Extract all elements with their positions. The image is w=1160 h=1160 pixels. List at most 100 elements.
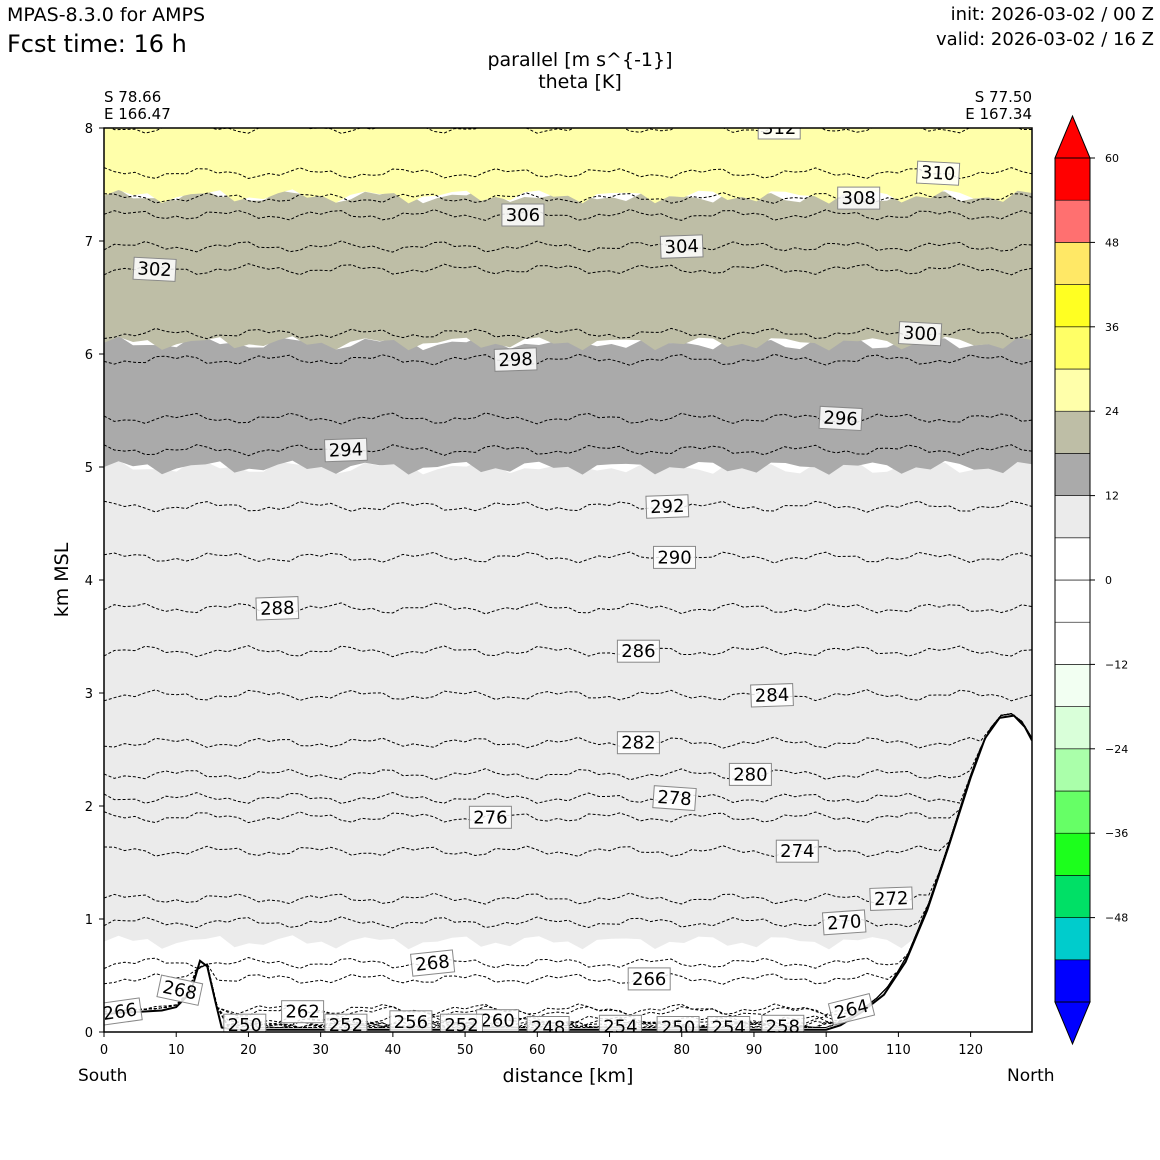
colorbar-extend-min xyxy=(1054,1001,1091,1046)
isentrope-label: 284 xyxy=(750,683,794,708)
isentrope-label-box xyxy=(916,160,961,186)
isentrope-label-box xyxy=(410,949,456,977)
x-tick-label: 20 xyxy=(240,1043,257,1058)
x-tick-label: 120 xyxy=(958,1043,983,1058)
isentrope-label-text: 252 xyxy=(329,1015,363,1036)
isentrope-label: 250 xyxy=(656,1016,700,1032)
isentrope-label: 292 xyxy=(645,494,690,519)
isentrope-label-box xyxy=(775,839,819,863)
isentrope-label-box xyxy=(728,762,772,786)
isentrope-label: 312 xyxy=(757,118,801,140)
isentrope-label: 300 xyxy=(898,321,943,347)
isentrope-label-box xyxy=(389,1010,433,1032)
isentrope-label: 252 xyxy=(324,1013,368,1036)
isentrope-label: 280 xyxy=(728,762,772,786)
x-tick-label: 0 xyxy=(100,1043,108,1058)
isentrope-label: 250 xyxy=(223,1013,267,1032)
isentrope-label: 268 xyxy=(410,949,456,977)
y-tick-label: 6 xyxy=(85,348,93,363)
init-time: init: 2026-03-02 / 00 Z xyxy=(950,4,1154,25)
isentrope-line xyxy=(104,713,1032,1018)
isentrope-label-box xyxy=(827,993,876,1026)
isentrope-label: 308 xyxy=(837,186,881,210)
x-tick-label: 50 xyxy=(457,1043,474,1058)
isentrope-label-box xyxy=(869,886,914,911)
isentrope-label: 266 xyxy=(104,997,143,1027)
start-lon: E 166.47 xyxy=(104,105,171,123)
isentrope-label-text: 300 xyxy=(902,323,937,346)
isentrope-label-text: 280 xyxy=(733,764,767,785)
end-lon: E 167.34 xyxy=(965,105,1032,123)
isentrope-label-box xyxy=(324,1013,368,1032)
isentrope-label-text: 306 xyxy=(506,205,540,226)
y-tick-label: 2 xyxy=(85,800,93,815)
isentrope-label-text: 256 xyxy=(394,1012,428,1033)
isentrope-label-box xyxy=(818,405,863,432)
isentrope-line xyxy=(104,645,1032,658)
colorbar-segment xyxy=(1054,199,1091,243)
isentrope-label-box xyxy=(616,639,660,663)
isentrope-line xyxy=(104,689,1032,702)
colorbar-segment xyxy=(1054,706,1091,750)
isentrope-label-text: 296 xyxy=(823,408,858,431)
isentrope-label-text: 260 xyxy=(480,1011,514,1032)
colorbar-segment xyxy=(1054,579,1091,623)
plot-area: 312 310 308 306 304 302 300 298 296 294 292 290 288 2… xyxy=(104,118,1032,1037)
isentrope-line xyxy=(104,713,1032,824)
isentrope-line xyxy=(104,500,1032,513)
isentrope-label: 262 xyxy=(281,1000,325,1024)
colorbar-segment xyxy=(1054,495,1091,539)
x-tick-label: 10 xyxy=(168,1043,185,1058)
isentrope-label-box xyxy=(821,909,867,936)
isentrope-label: 258 xyxy=(761,1014,805,1032)
isentrope-line xyxy=(104,327,1032,340)
isentrope-label-text: 312 xyxy=(762,118,796,139)
isentrope-label: 296 xyxy=(818,405,863,432)
isentrope-label-box xyxy=(598,1014,642,1032)
isentrope-label-text: 254 xyxy=(603,1016,637,1037)
isentrope-label-text: 268 xyxy=(414,951,450,975)
colorbar-segment xyxy=(1054,242,1091,285)
x-axis-label: distance [km] xyxy=(502,1065,634,1087)
isentrope-label-text: 262 xyxy=(285,1002,319,1023)
colorbar-tick-label: 60 xyxy=(1105,152,1119,165)
y-tick-label: 7 xyxy=(85,235,93,250)
isentrope-label-text: 276 xyxy=(473,807,507,828)
isentrope-label: 286 xyxy=(616,639,660,663)
isentrope-label-text: 284 xyxy=(754,685,789,707)
x-tick-label: 80 xyxy=(673,1043,690,1058)
isentrope-label: 252 xyxy=(440,1013,483,1032)
isentrope-label-box xyxy=(837,186,881,210)
isentrope-line xyxy=(104,444,1032,457)
y-tick-label: 4 xyxy=(85,574,93,589)
isentrope-label: 254 xyxy=(707,1016,751,1032)
isentrope-label-text: 278 xyxy=(657,787,693,810)
y-tick-label: 8 xyxy=(85,122,93,137)
isentrope-label-text: 292 xyxy=(650,496,685,518)
isentrope-label: 290 xyxy=(653,545,696,569)
forecast-time: Fcst time: 16 h xyxy=(7,30,187,58)
isentrope-label-text: 298 xyxy=(498,349,533,371)
colorbar-segment xyxy=(1054,410,1091,454)
isentrope-label-text: 290 xyxy=(657,547,691,568)
isentrope-label: 256 xyxy=(389,1010,433,1033)
isentrope-label-box xyxy=(659,234,704,259)
isentrope-line xyxy=(104,353,1032,366)
shaded-region xyxy=(104,187,1032,351)
isentrope-label: 248 xyxy=(526,1016,570,1032)
isentrope-label-text: 294 xyxy=(328,439,363,461)
y-tick-label: 1 xyxy=(85,913,93,928)
colorbar-segment xyxy=(1054,832,1091,876)
isentrope-line xyxy=(104,263,1032,276)
south-end-label: South xyxy=(78,1066,128,1086)
colorbar-tick-label: 12 xyxy=(1105,490,1119,503)
colorbar-segment xyxy=(1054,790,1091,834)
isentrope-label-text: 310 xyxy=(920,162,955,185)
isentrope-label-box xyxy=(324,437,368,463)
isentrope-label-box xyxy=(761,1014,805,1032)
x-tick-label: 30 xyxy=(312,1043,329,1058)
isentrope-line xyxy=(104,713,1032,970)
colorbar-segment xyxy=(1054,368,1091,412)
isentrope-label-box xyxy=(104,997,143,1027)
